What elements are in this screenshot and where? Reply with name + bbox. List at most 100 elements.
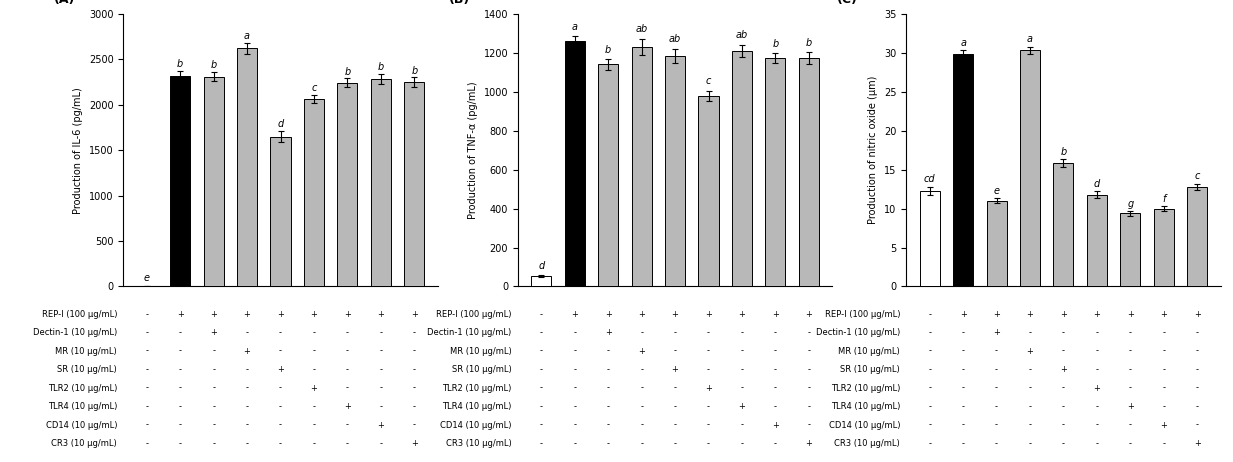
Text: CD14 (10 μg/mL): CD14 (10 μg/mL) [46, 420, 117, 430]
Text: a: a [961, 38, 967, 48]
Text: CR3 (10 μg/mL): CR3 (10 μg/mL) [52, 439, 117, 448]
Text: -: - [346, 365, 349, 374]
Bar [565, 41, 584, 286]
Text: -: - [212, 383, 215, 393]
Text: +: + [1160, 310, 1168, 319]
Text: c: c [311, 83, 317, 93]
Text: b: b [344, 67, 350, 77]
Text: +: + [1060, 365, 1067, 374]
Text: -: - [1196, 365, 1198, 374]
Text: +: + [705, 310, 711, 319]
Text: TLR2 (10 μg/mL): TLR2 (10 μg/mL) [831, 383, 900, 393]
Text: SR (10 μg/mL): SR (10 μg/mL) [841, 365, 900, 374]
Text: -: - [1062, 383, 1065, 393]
Text: +: + [311, 383, 317, 393]
Text: +: + [604, 310, 612, 319]
Bar [1187, 187, 1207, 286]
Text: -: - [245, 328, 249, 337]
Bar [1020, 50, 1041, 286]
Text: -: - [413, 402, 416, 411]
Text: -: - [640, 383, 644, 393]
Text: -: - [1062, 439, 1065, 448]
Text: -: - [741, 346, 743, 356]
Text: -: - [380, 402, 382, 411]
Text: -: - [607, 420, 609, 430]
Text: MR (10 μg/mL): MR (10 μg/mL) [838, 346, 900, 356]
Bar [766, 58, 785, 286]
Text: -: - [774, 328, 777, 337]
Text: +: + [210, 310, 217, 319]
Text: -: - [1163, 365, 1165, 374]
Text: -: - [995, 439, 997, 448]
Text: -: - [245, 383, 249, 393]
Text: -: - [145, 402, 148, 411]
Text: -: - [145, 328, 148, 337]
Text: -: - [540, 383, 543, 393]
Text: ab: ab [635, 24, 647, 34]
Text: -: - [145, 365, 148, 374]
Bar [1086, 195, 1107, 286]
Text: -: - [1062, 420, 1065, 430]
Text: -: - [312, 439, 316, 448]
Text: -: - [413, 346, 416, 356]
Text: -: - [179, 383, 181, 393]
Text: CD14 (10 μg/mL): CD14 (10 μg/mL) [440, 420, 512, 430]
Text: -: - [774, 346, 777, 356]
Text: f: f [1163, 194, 1165, 204]
Text: -: - [707, 402, 710, 411]
Text: CR3 (10 μg/mL): CR3 (10 μg/mL) [446, 439, 512, 448]
Text: e: e [144, 273, 149, 283]
Text: SR (10 μg/mL): SR (10 μg/mL) [453, 365, 512, 374]
Text: -: - [212, 346, 215, 356]
Text: TLR4 (10 μg/mL): TLR4 (10 μg/mL) [48, 402, 117, 411]
Text: -: - [673, 383, 677, 393]
Text: -: - [1028, 365, 1032, 374]
Y-axis label: Production of IL-6 (pg/mL): Production of IL-6 (pg/mL) [73, 87, 84, 213]
Text: -: - [179, 365, 181, 374]
Text: -: - [573, 383, 576, 393]
Text: -: - [380, 346, 382, 356]
Text: -: - [1129, 420, 1132, 430]
Text: -: - [573, 402, 576, 411]
Text: b: b [377, 62, 383, 73]
Text: TLR4 (10 μg/mL): TLR4 (10 μg/mL) [443, 402, 512, 411]
Text: -: - [962, 383, 964, 393]
Text: -: - [995, 383, 997, 393]
Text: -: - [741, 383, 743, 393]
Text: -: - [1163, 346, 1165, 356]
Text: -: - [707, 365, 710, 374]
Text: -: - [413, 420, 416, 430]
Text: +: + [277, 310, 284, 319]
Text: +: + [377, 310, 385, 319]
Text: +: + [244, 310, 250, 319]
Text: +: + [739, 310, 746, 319]
Text: -: - [774, 402, 777, 411]
Text: -: - [380, 328, 382, 337]
Text: -: - [413, 383, 416, 393]
Text: +: + [1194, 439, 1201, 448]
Text: -: - [995, 365, 997, 374]
Text: +: + [1094, 310, 1100, 319]
Text: -: - [346, 420, 349, 430]
Text: -: - [640, 328, 644, 337]
Text: -: - [212, 439, 215, 448]
Text: -: - [312, 365, 316, 374]
Text: +: + [344, 402, 351, 411]
Text: -: - [145, 420, 148, 430]
Text: -: - [279, 420, 282, 430]
Text: CR3 (10 μg/mL): CR3 (10 μg/mL) [835, 439, 900, 448]
Text: +: + [739, 402, 746, 411]
Text: -: - [808, 328, 810, 337]
Text: b: b [605, 45, 612, 55]
Text: -: - [741, 439, 743, 448]
Text: -: - [540, 439, 543, 448]
Text: -: - [1095, 439, 1099, 448]
Text: -: - [1095, 365, 1099, 374]
Text: c: c [705, 76, 711, 86]
Text: +: + [411, 439, 418, 448]
Text: -: - [640, 402, 644, 411]
Text: -: - [808, 420, 810, 430]
Text: +: + [1027, 310, 1033, 319]
Text: +: + [672, 310, 678, 319]
Text: +: + [1127, 402, 1134, 411]
